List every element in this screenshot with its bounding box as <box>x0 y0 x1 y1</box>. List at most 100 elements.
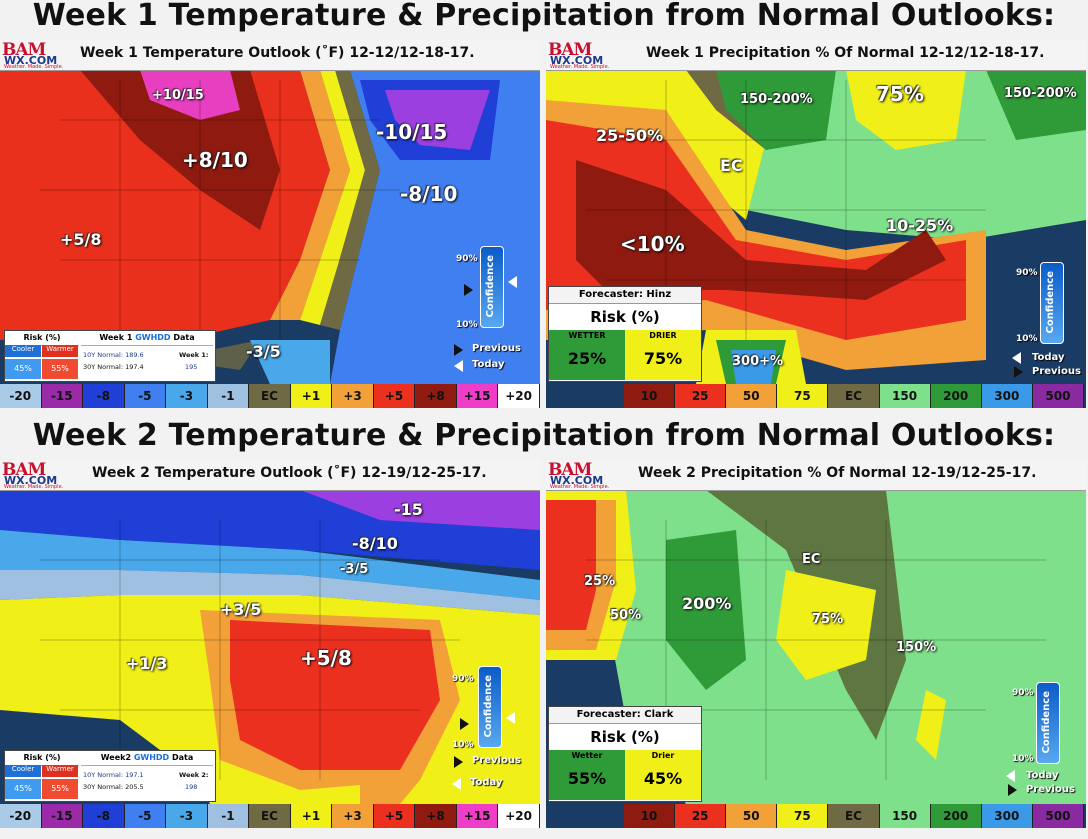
risk-header: Risk (%) <box>5 751 79 766</box>
previous-label: Previous <box>472 343 521 354</box>
gwhdd-week-value: 198 <box>185 783 198 791</box>
risk-box: Risk (%) Cooler Warmer 45% 55% Week2 GWH… <box>4 750 216 802</box>
legend-swatch: -8 <box>83 384 125 408</box>
legend-swatch: -5 <box>124 384 167 408</box>
logo-brand: BAM <box>548 40 592 60</box>
precip-label: 200% <box>682 594 732 613</box>
cooler-value: 45% <box>5 359 41 379</box>
confidence-low: 10% <box>452 740 474 750</box>
bamwx-logo: BAM WX.COM Weather. Made. Simple. <box>548 40 620 70</box>
anomaly-label: +8/10 <box>182 148 248 172</box>
drier-label: Drier <box>651 751 675 760</box>
today-marker-icon <box>508 276 517 288</box>
today-marker-icon <box>506 712 515 724</box>
legend-swatch: +3 <box>332 384 374 408</box>
precip-label: EC <box>720 156 743 175</box>
gwhdd-week-value: 195 <box>185 363 198 371</box>
legend-swatch: 50 <box>726 804 778 828</box>
forecaster-name: Forecaster: Hinz <box>549 287 701 304</box>
week1-section-title: Week 1 Temperature & Precipitation from … <box>32 0 1056 33</box>
cooler-label: Cooler <box>5 765 41 777</box>
warmer-label: Warmer <box>42 345 78 357</box>
today-legend-icon <box>454 360 463 372</box>
week2-precip-contours <box>546 460 1086 828</box>
previous-legend-icon <box>1008 784 1017 796</box>
logo-site: WX.COM <box>550 474 604 487</box>
week1-precip-title: Week 1 Precipitation % Of Normal 12-12/1… <box>646 45 1045 61</box>
logo-tagline: Weather. Made. Simple. <box>4 484 64 490</box>
confidence-bar: Confidence <box>478 666 502 748</box>
legend-swatch: 300 <box>981 804 1033 828</box>
legend-swatch: 200 <box>930 384 982 408</box>
legend-swatch: -1 <box>207 384 250 408</box>
confidence-high: 90% <box>1012 688 1034 698</box>
legend-swatch: +20 <box>498 804 540 828</box>
wetter-label: Wetter <box>571 751 603 760</box>
legend-swatch: -15 <box>41 804 84 828</box>
legend-swatch: -20 <box>0 384 42 408</box>
anomaly-label: -3/5 <box>340 562 369 577</box>
legend-swatch: 10 <box>624 384 676 408</box>
logo-brand: BAM <box>548 460 592 480</box>
forecaster-name: Forecaster: Clark <box>549 707 701 724</box>
gwhdd-week-label: Week 2: <box>179 771 209 779</box>
legend-swatch: 150 <box>879 804 931 828</box>
legend-swatch: 200 <box>930 804 982 828</box>
risk-header: Risk (%) <box>5 331 79 346</box>
week1-temp-header: BAM WX.COM Weather. Made. Simple. Week 1… <box>0 40 540 71</box>
bamwx-logo: BAM WX.COM Weather. Made. Simple. <box>2 40 74 70</box>
legend-swatch: 50 <box>726 384 778 408</box>
temperature-legend: -20 -15 -8 -5 -3 -1 EC +1 +3 +5 +8 +15 +20 <box>0 384 540 408</box>
previous-legend-icon <box>454 756 463 768</box>
legend-swatch: +15 <box>456 804 499 828</box>
week2-precip-header: BAM WX.COM Weather. Made. Simple. Week 2… <box>546 460 1086 491</box>
legend-swatch: -15 <box>41 384 84 408</box>
wetter-value: 55% <box>567 769 607 788</box>
risk-title: Risk (%) <box>590 728 660 746</box>
anomaly-label: +3/5 <box>220 600 262 619</box>
logo-site: WX.COM <box>4 54 58 67</box>
confidence-low: 10% <box>1012 754 1034 764</box>
legend-swatch: 75 <box>777 804 829 828</box>
legend-swatch: +8 <box>415 384 457 408</box>
confidence-bar: Confidence <box>1036 682 1060 764</box>
logo-tagline: Weather. Made. Simple. <box>4 64 64 70</box>
precipitation-legend: 10 25 50 75 EC 150 200 300 500 <box>624 384 1084 408</box>
week1-temp-title: Week 1 Temperature Outlook (˚F) 12-12/12… <box>80 45 475 61</box>
previous-label: Previous <box>1026 784 1075 795</box>
confidence-bar: Confidence <box>1040 262 1064 344</box>
previous-label: Previous <box>472 755 521 766</box>
precip-label: 300+% <box>732 354 784 369</box>
legend-swatch: +15 <box>456 384 499 408</box>
week1-temperature-map: BAM WX.COM Weather. Made. Simple. Week 1… <box>0 40 540 408</box>
legend-swatch: 75 <box>777 384 829 408</box>
legend-swatch: EC <box>828 384 880 408</box>
legend-swatch: 500 <box>1032 384 1084 408</box>
legend-swatch: EC <box>828 804 880 828</box>
week2-precipitation-map: BAM WX.COM Weather. Made. Simple. Week 2… <box>546 460 1086 828</box>
bamwx-logo: BAM WX.COM Weather. Made. Simple. <box>548 460 620 490</box>
gwhdd-header: Week2 GWHDD Data <box>81 751 213 766</box>
previous-marker-icon <box>460 718 469 730</box>
gwhdd-header: Week 1 GWHDD Data <box>81 331 213 346</box>
gwhdd-30y: 30Y Normal: 197.4 <box>83 363 144 371</box>
legend-swatch: +5 <box>373 804 416 828</box>
legend-swatch: -3 <box>166 384 208 408</box>
today-label: Today <box>470 777 503 788</box>
legend-swatch: -1 <box>207 804 250 828</box>
anomaly-label: +5/8 <box>300 646 352 670</box>
anomaly-label: +10/15 <box>152 88 204 103</box>
warmer-value: 55% <box>42 779 78 799</box>
confidence-low: 10% <box>456 320 478 330</box>
legend-swatch: EC <box>249 384 291 408</box>
previous-label: Previous <box>1032 366 1081 377</box>
legend-swatch: -3 <box>166 804 208 828</box>
previous-marker-icon <box>464 284 473 296</box>
logo-tagline: Weather. Made. Simple. <box>550 64 610 70</box>
legend-swatch: +1 <box>290 384 333 408</box>
anomaly-label: +5/8 <box>60 230 102 249</box>
anomaly-label: -10/15 <box>376 120 448 144</box>
precip-label: 50% <box>610 608 642 623</box>
confidence-high: 90% <box>452 674 474 684</box>
anomaly-label: +1/3 <box>126 654 168 673</box>
